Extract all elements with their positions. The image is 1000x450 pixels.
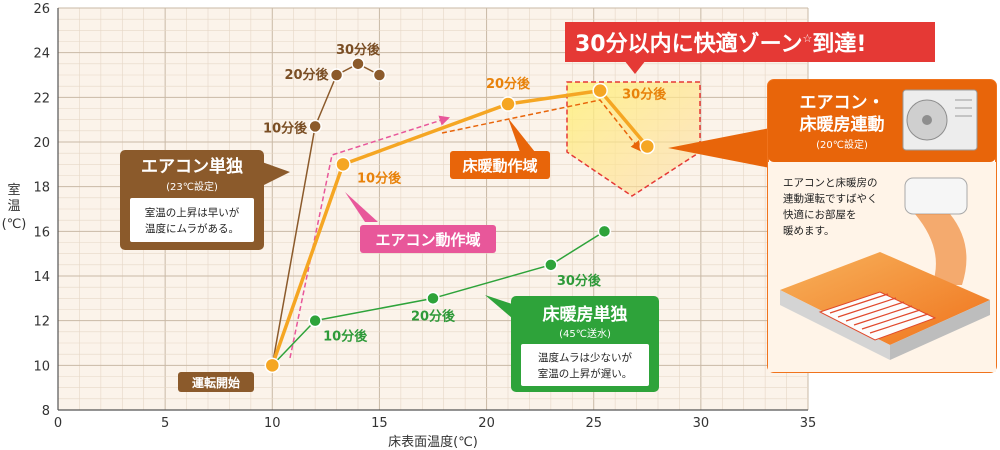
floor-zone-label: 床暖動作域 — [450, 118, 550, 179]
x-tick-label: 25 — [585, 416, 602, 431]
outdoor-unit-icon — [902, 89, 978, 151]
floor-only-callout: 床暖房単独 (45℃送水) 温度ムラは少ないが 室温の上昇が遅い。 — [485, 295, 659, 392]
y-tick-label: 24 — [33, 47, 50, 62]
point-label: 30分後 — [336, 42, 381, 58]
data-point — [592, 82, 608, 99]
y-tick-label: 20 — [33, 136, 50, 151]
svg-text:(20℃設定): (20℃設定) — [816, 138, 868, 151]
y-tick-label: 8 — [42, 404, 50, 419]
svg-text:床暖動作域: 床暖動作域 — [462, 157, 537, 175]
point-label: 30分後 — [622, 87, 667, 103]
svg-text:エアコン単独: エアコン単独 — [141, 156, 243, 177]
data-point — [544, 258, 558, 272]
point-label: 20分後 — [411, 308, 456, 324]
data-point — [639, 138, 656, 155]
data-point — [308, 119, 322, 134]
svg-text:暖めます。: 暖めます。 — [783, 224, 834, 237]
svg-text:室: 室 — [7, 182, 20, 198]
point-label: 10分後 — [323, 329, 368, 345]
y-axis-title: 室 温 (℃) — [2, 182, 27, 232]
data-point — [597, 224, 612, 239]
aircon-only-callout: エアコン単独 (23℃設定) 室温の上昇は早いが 温度にムラがある。 — [120, 150, 290, 250]
point-label: 30分後 — [557, 273, 602, 289]
data-point — [335, 156, 351, 173]
x-axis-title: 床表面温度(℃) — [388, 434, 478, 450]
y-tick-label: 22 — [33, 91, 50, 106]
linked-mode-panel: エアコン・ 床暖房連動 (20℃設定) エアコンと床暖房の 連動運転ですばやく … — [668, 79, 997, 373]
svg-text:運転開始: 運転開始 — [192, 375, 240, 390]
indoor-unit-icon — [904, 177, 968, 285]
svg-text:温: 温 — [7, 199, 20, 214]
data-point — [426, 291, 440, 306]
svg-text:床暖房単独: 床暖房単独 — [543, 304, 628, 325]
aircon-zone-arrow — [289, 115, 451, 359]
svg-text:快適にお部屋を: 快適にお部屋を — [783, 208, 857, 221]
floor-zone-arrow — [441, 99, 642, 152]
data-point — [308, 313, 322, 328]
x-tick-label: 0 — [54, 416, 62, 431]
svg-text:連動運転ですばやく: 連動運転ですばやく — [783, 192, 878, 205]
x-tick-label: 5 — [161, 416, 169, 431]
data-point — [329, 68, 344, 82]
y-tick-label: 18 — [33, 181, 50, 196]
point-label: 20分後 — [284, 67, 329, 83]
y-tick-label: 14 — [33, 270, 50, 285]
x-tick-label: 15 — [371, 416, 388, 431]
headline-banner: 30分以内に快適ゾーン☆到達! — [565, 22, 935, 74]
x-tick-label: 20 — [478, 416, 495, 431]
svg-text:エアコンと床暖房の: エアコンと床暖房の — [783, 176, 878, 189]
y-tick-label: 16 — [33, 225, 50, 240]
series-layer: 10分後 20分後 30分後 10分後 20分後 30分後 10分後 20分後 30分後 — [263, 42, 667, 374]
floor-heating-icon — [780, 252, 990, 360]
aircon-zone-label: エアコン動作域 — [345, 192, 496, 253]
svg-text:エアコン・: エアコン・ — [800, 93, 885, 113]
start-label: 運転開始 — [178, 372, 254, 392]
x-tick-label: 30 — [693, 416, 710, 431]
y-tick-label: 10 — [33, 359, 50, 374]
data-point — [351, 57, 365, 71]
data-point — [372, 68, 387, 82]
y-tick-label: 12 — [33, 315, 50, 330]
axis-ticks: 0 5 10 15 20 25 30 35 8 10 12 14 16 18 20 22 24 26 — [33, 2, 816, 431]
data-point — [500, 96, 516, 112]
x-tick-label: 35 — [800, 416, 817, 431]
y-tick-label: 26 — [33, 2, 50, 17]
svg-text:室温の上昇が遅い。: 室温の上昇が遅い。 — [538, 367, 633, 380]
data-point — [264, 357, 281, 374]
svg-text:温度にムラがある。: 温度にムラがある。 — [145, 222, 239, 235]
comfort-zone — [566, 81, 701, 197]
svg-text:床暖房連動: 床暖房連動 — [800, 114, 885, 135]
svg-text:室温の上昇は早いが: 室温の上昇は早いが — [145, 206, 240, 219]
svg-text:(23℃設定): (23℃設定) — [166, 180, 218, 193]
svg-text:(45℃送水): (45℃送水) — [559, 327, 611, 340]
svg-text:温度ムラは少ないが: 温度ムラは少ないが — [538, 351, 632, 364]
point-label: 20分後 — [486, 76, 531, 92]
svg-text:(℃): (℃) — [2, 217, 27, 232]
svg-text:エアコン動作域: エアコン動作域 — [375, 231, 480, 249]
point-label: 10分後 — [357, 170, 402, 186]
point-label: 10分後 — [263, 120, 308, 136]
x-tick-label: 10 — [264, 416, 281, 431]
svg-text:30分以内に快適ゾーン☆到達!: 30分以内に快適ゾーン☆到達! — [575, 31, 866, 57]
